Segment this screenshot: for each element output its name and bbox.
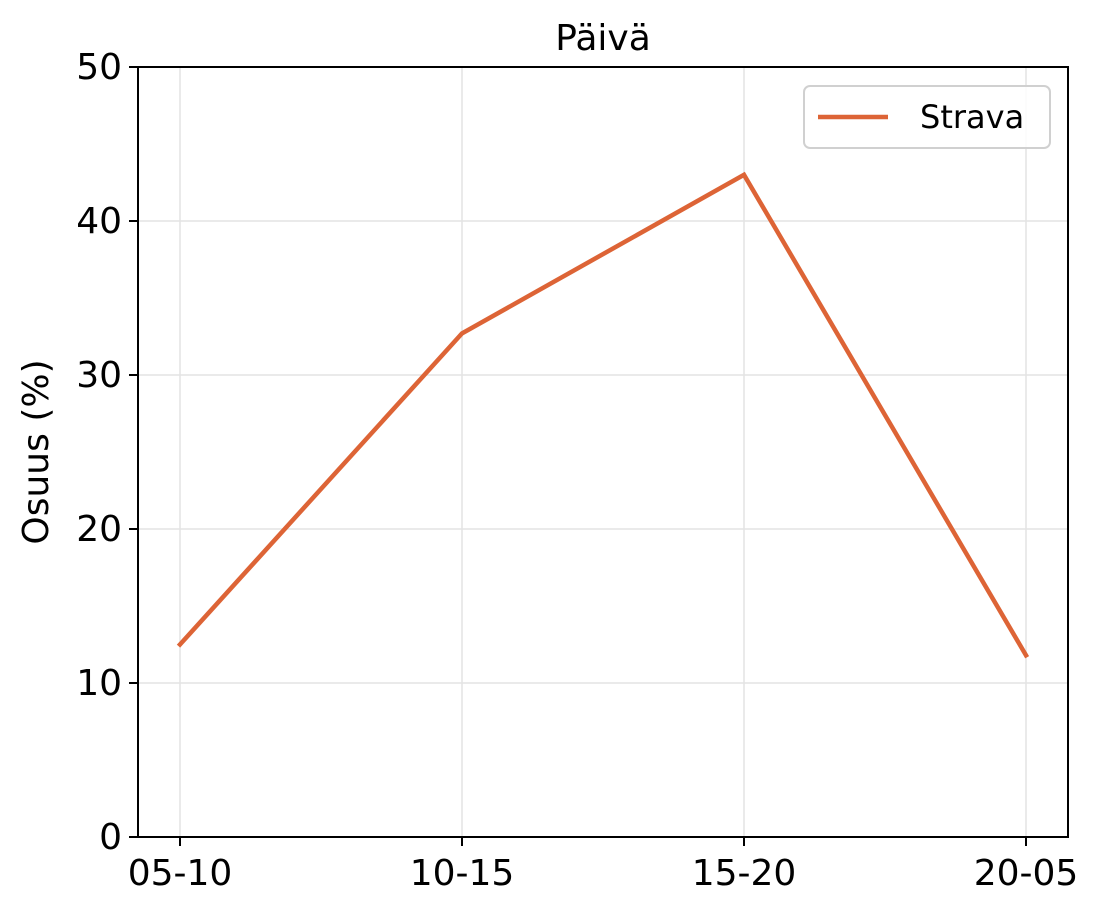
plot-frame <box>137 66 1069 838</box>
series-layer <box>176 171 1030 659</box>
axes: 0 10 20 30 40 50 05-10 10-15 15-20 20-05 <box>76 47 1078 894</box>
x-tick-label: 20-05 <box>974 853 1079 894</box>
y-tick-label: 50 <box>76 47 122 88</box>
legend-box <box>803 85 1051 149</box>
y-tick-label: 20 <box>76 509 122 550</box>
legend-label: Strava <box>920 98 1024 136</box>
y-tick-label: 10 <box>76 663 122 704</box>
y-tick-label: 30 <box>76 355 122 396</box>
y-axis-label: Osuus (%) <box>16 359 57 544</box>
x-tick-label: 10-15 <box>410 853 515 894</box>
series-line-strava <box>176 171 1030 659</box>
x-tick-label: 15-20 <box>692 853 797 894</box>
x-tick-label: 05-10 <box>128 853 233 894</box>
y-tick-label: 0 <box>99 817 122 858</box>
y-tick-label: 40 <box>76 201 122 242</box>
chart-title: Päivä <box>555 18 651 59</box>
legend: Strava <box>803 85 1051 149</box>
